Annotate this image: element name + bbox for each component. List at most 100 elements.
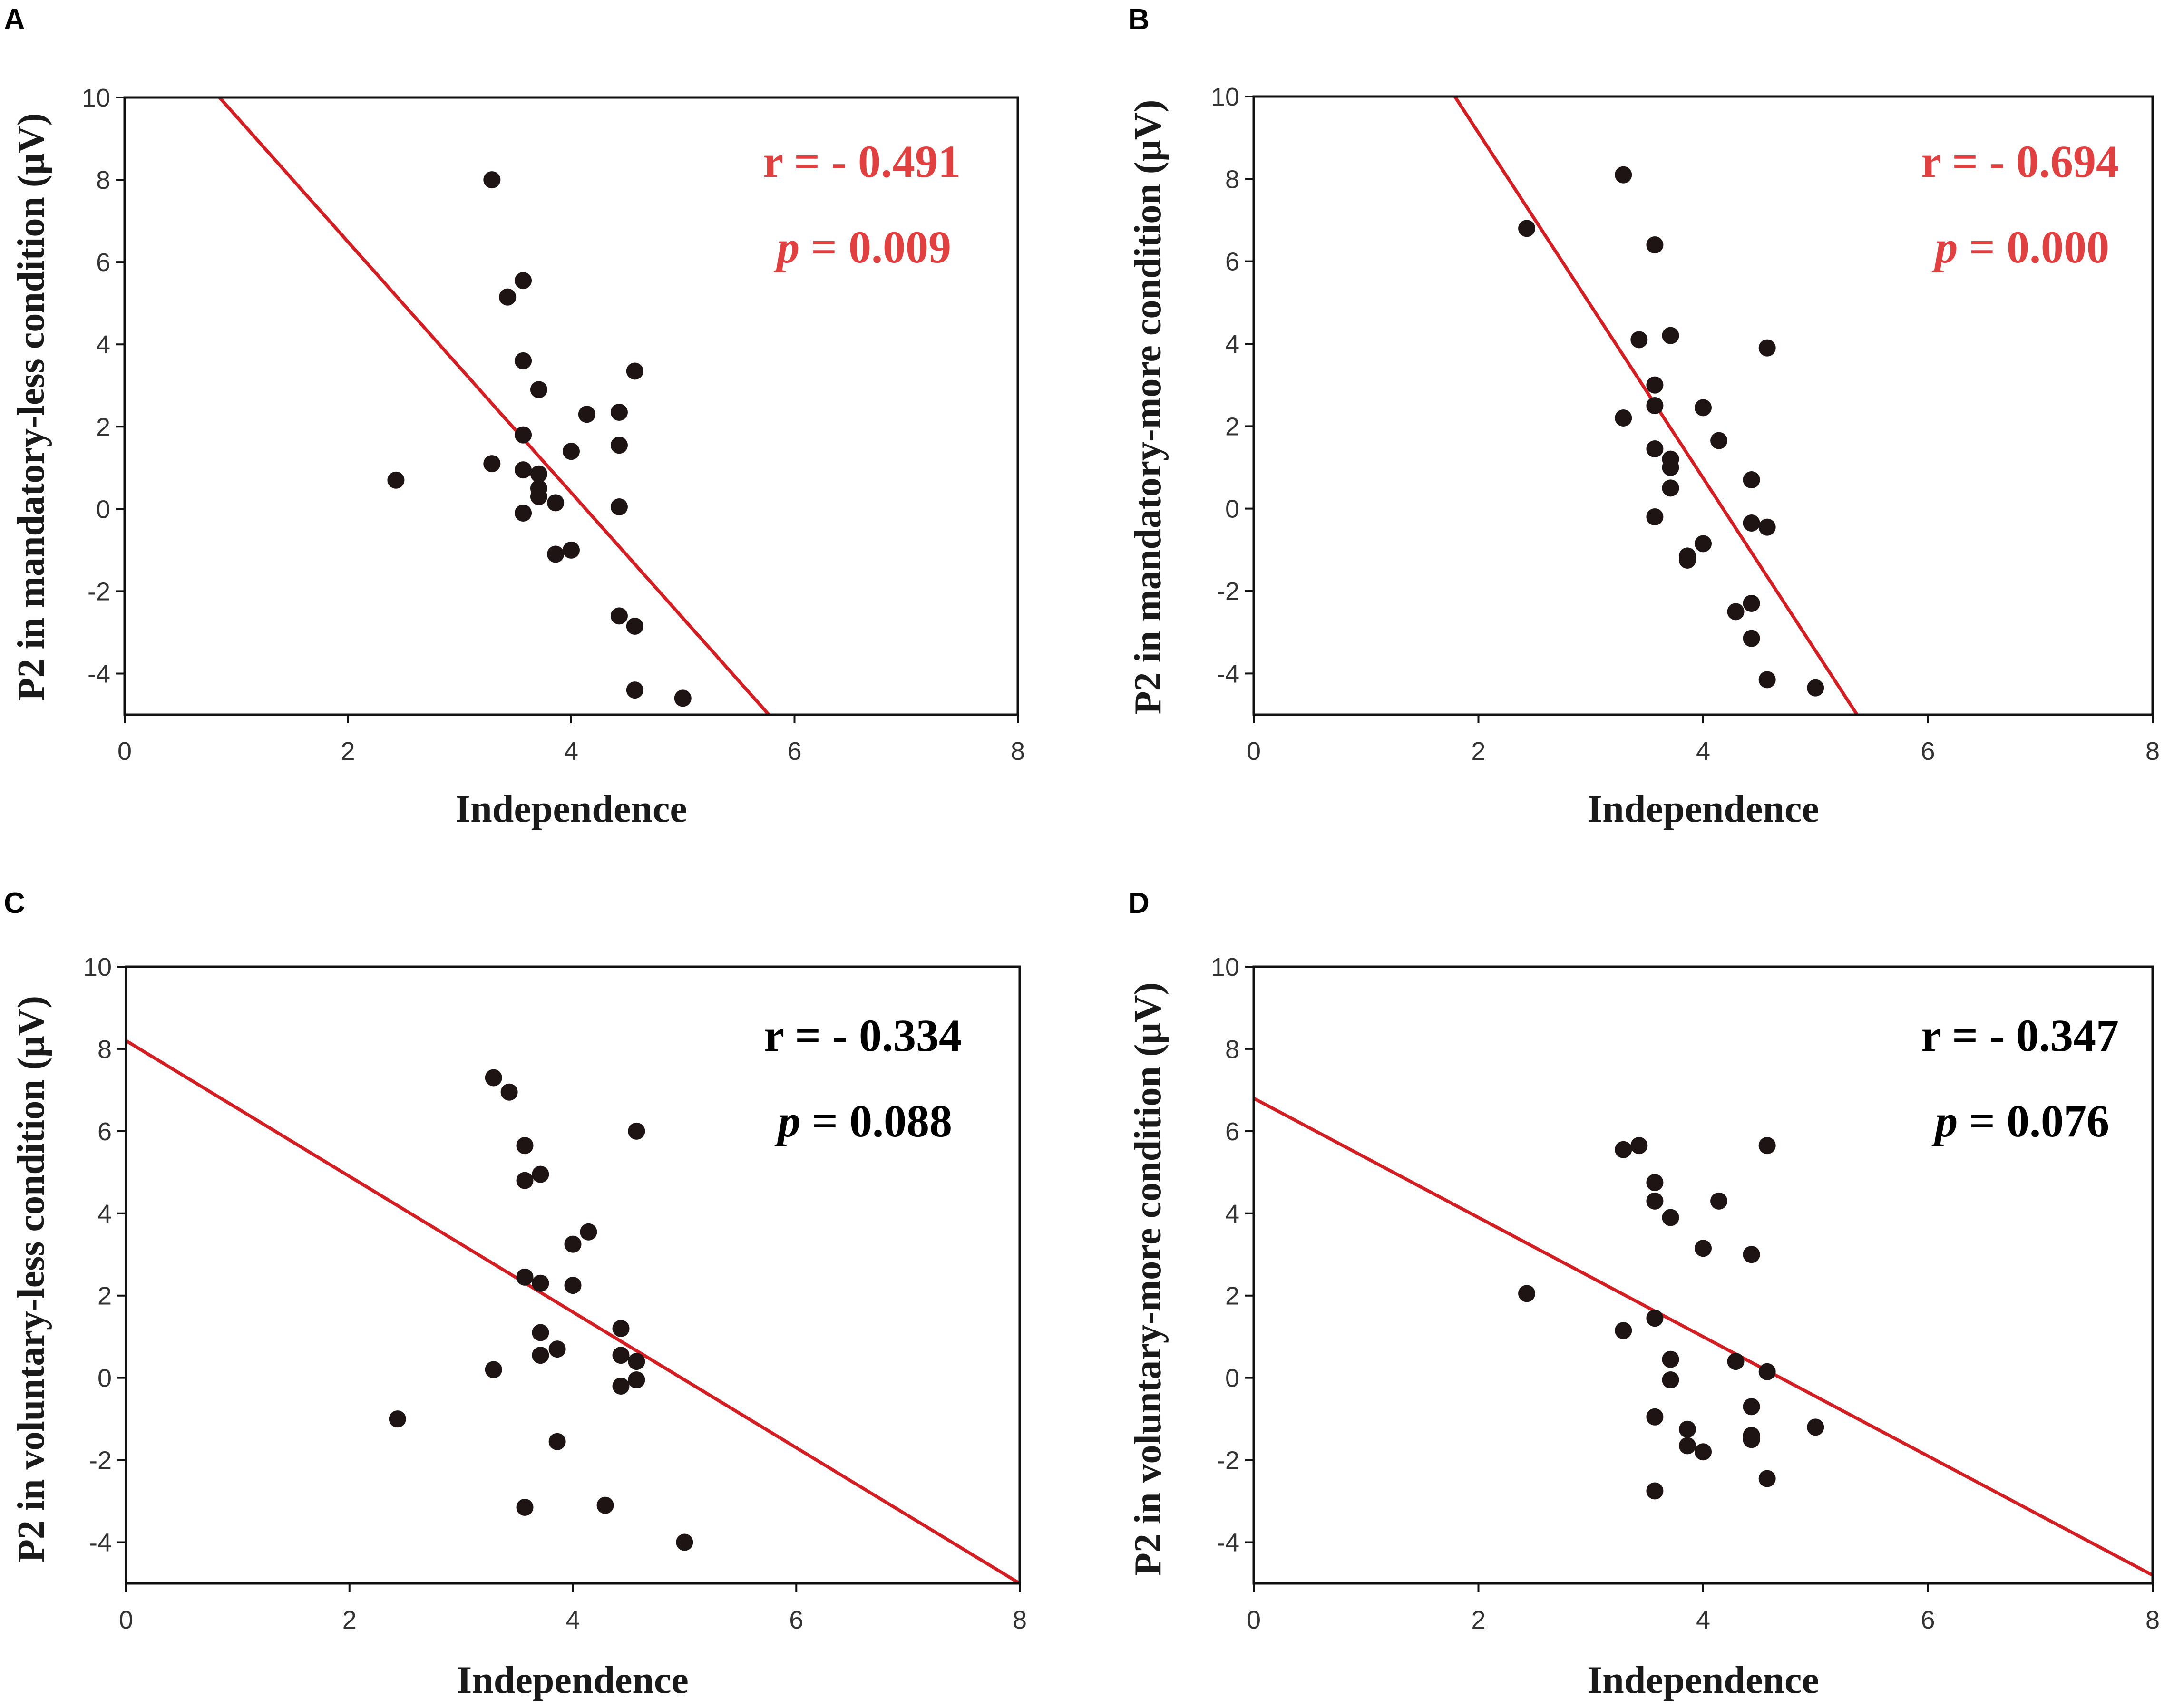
data-point-a-19 xyxy=(610,437,628,454)
data-point-b-24 xyxy=(1758,518,1776,536)
data-point-d-3 xyxy=(1630,1137,1648,1155)
data-point-c-2 xyxy=(485,1361,502,1378)
data-point-d-9 xyxy=(1662,1209,1679,1226)
data-point-c-16 xyxy=(580,1223,597,1241)
data-point-a-0 xyxy=(387,471,405,489)
data-point-c-23 xyxy=(628,1371,645,1388)
p-value-c: p = 0.088 xyxy=(774,1096,952,1146)
y-tick-label-c-6: 6 xyxy=(97,1117,112,1146)
y-tick-label-c--2: -2 xyxy=(89,1446,112,1475)
r-value-a: r = - 0.491 xyxy=(763,136,961,187)
x-axis-label-c: Independence xyxy=(457,1658,689,1701)
data-point-c-17 xyxy=(596,1496,614,1514)
data-point-a-23 xyxy=(626,617,643,635)
data-point-d-10 xyxy=(1662,1350,1679,1368)
data-point-d-7 xyxy=(1646,1408,1664,1426)
y-tick-label-a-6: 6 xyxy=(96,248,110,277)
data-point-a-1 xyxy=(483,171,501,189)
x-tick-label-d-8: 8 xyxy=(2145,1606,2160,1634)
data-point-a-15 xyxy=(563,443,580,460)
data-point-d-21 xyxy=(1743,1431,1760,1448)
data-point-d-14 xyxy=(1695,1240,1712,1257)
data-point-a-17 xyxy=(578,406,595,423)
y-tick-label-c-0: 0 xyxy=(97,1364,112,1393)
panel-letter-d: D xyxy=(1128,887,1150,920)
y-tick-label-b-4: 4 xyxy=(1225,330,1239,359)
data-point-d-22 xyxy=(1758,1137,1776,1155)
x-axis-label-a: Independence xyxy=(455,787,687,830)
x-axis-label-d: Independence xyxy=(1587,1658,1819,1701)
data-point-a-7 xyxy=(515,461,532,479)
y-tick-label-c--4: -4 xyxy=(89,1529,112,1557)
data-point-c-11 xyxy=(532,1347,549,1364)
y-tick-label-b-0: 0 xyxy=(1225,495,1239,524)
data-point-c-8 xyxy=(532,1165,549,1183)
data-point-a-18 xyxy=(610,403,628,421)
data-point-c-15 xyxy=(564,1277,582,1294)
y-tick-label-a-0: 0 xyxy=(96,495,110,524)
x-tick-label-c-0: 0 xyxy=(119,1606,133,1634)
data-point-a-2 xyxy=(483,455,501,473)
panel-letter-c: C xyxy=(4,887,25,920)
x-tick-label-c-2: 2 xyxy=(342,1606,357,1634)
data-point-d-16 xyxy=(1710,1192,1728,1210)
data-point-b-17 xyxy=(1710,432,1728,449)
y-tick-label-a--2: -2 xyxy=(88,577,110,606)
x-tick-label-a-4: 4 xyxy=(564,737,578,766)
data-point-a-16 xyxy=(563,541,580,559)
data-point-a-20 xyxy=(610,498,628,516)
y-tick-label-d-8: 8 xyxy=(1225,1035,1239,1064)
data-point-b-20 xyxy=(1743,514,1760,532)
x-tick-label-c-6: 6 xyxy=(789,1606,803,1634)
y-tick-label-a-8: 8 xyxy=(96,166,110,194)
p-letter-b: p xyxy=(1931,222,1958,272)
r-value-c: r = - 0.334 xyxy=(764,1010,962,1061)
data-point-a-13 xyxy=(547,494,565,512)
data-point-c-10 xyxy=(532,1324,549,1341)
x-tick-label-b-6: 6 xyxy=(1920,737,1935,766)
data-point-a-22 xyxy=(626,362,643,380)
p-letter-c: p xyxy=(774,1096,800,1146)
data-point-d-1 xyxy=(1615,1141,1632,1158)
p-number-c: = 0.088 xyxy=(800,1096,952,1146)
plot-frame-a xyxy=(123,96,1019,716)
data-point-a-5 xyxy=(515,352,532,369)
data-point-b-11 xyxy=(1662,459,1679,476)
y-tick-label-b--4: -4 xyxy=(1217,660,1239,688)
data-point-a-24 xyxy=(626,681,643,699)
data-point-d-12 xyxy=(1678,1420,1696,1438)
data-point-b-0 xyxy=(1518,220,1536,237)
data-point-d-0 xyxy=(1518,1285,1536,1302)
data-point-a-9 xyxy=(530,381,547,398)
p-value-b: p = 0.000 xyxy=(1931,222,2109,272)
data-point-c-0 xyxy=(389,1410,406,1428)
data-point-c-18 xyxy=(612,1320,630,1337)
data-point-c-4 xyxy=(516,1137,534,1155)
data-point-c-19 xyxy=(612,1347,630,1364)
data-point-c-14 xyxy=(564,1235,582,1253)
data-point-d-5 xyxy=(1646,1192,1664,1210)
data-point-b-9 xyxy=(1662,327,1679,344)
data-point-a-4 xyxy=(515,272,532,290)
y-tick-label-b-8: 8 xyxy=(1225,165,1239,194)
data-point-b-22 xyxy=(1743,630,1760,647)
data-point-c-5 xyxy=(516,1172,534,1189)
data-point-d-15 xyxy=(1695,1443,1712,1461)
x-tick-label-b-2: 2 xyxy=(1471,737,1485,766)
data-point-b-7 xyxy=(1646,440,1664,457)
y-tick-label-a-4: 4 xyxy=(96,330,110,359)
data-point-d-6 xyxy=(1646,1310,1664,1327)
panel-letter-a: A xyxy=(4,3,25,36)
y-axis-label-c: P2 in voluntary-less condition (μV) xyxy=(10,996,52,1562)
panel-c: C -4 -2 0 2 4 6 8 10 0 2 4 6 8 Independence P2 in volun… xyxy=(4,887,1027,1701)
x-tick-label-d-4: 4 xyxy=(1696,1606,1710,1634)
panel-d: D -4 -2 0 2 4 6 8 10 0 2 4 6 8 Independence P2 in volun… xyxy=(1127,887,2160,1701)
regression-line-d xyxy=(1254,1097,2153,1577)
data-point-b-19 xyxy=(1743,471,1760,488)
data-point-c-24 xyxy=(676,1533,693,1551)
data-point-c-20 xyxy=(612,1377,630,1395)
x-tick-label-b-4: 4 xyxy=(1696,737,1710,766)
data-point-b-16 xyxy=(1695,535,1712,553)
data-point-b-14 xyxy=(1678,552,1696,569)
